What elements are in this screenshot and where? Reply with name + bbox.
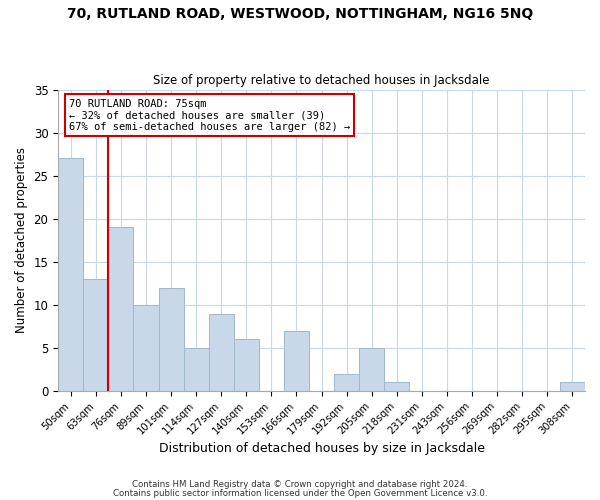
Text: 70, RUTLAND ROAD, WESTWOOD, NOTTINGHAM, NG16 5NQ: 70, RUTLAND ROAD, WESTWOOD, NOTTINGHAM, … xyxy=(67,8,533,22)
Bar xyxy=(133,305,158,391)
Bar xyxy=(184,348,209,391)
Y-axis label: Number of detached properties: Number of detached properties xyxy=(15,148,28,334)
Title: Size of property relative to detached houses in Jacksdale: Size of property relative to detached ho… xyxy=(154,74,490,87)
Text: Contains public sector information licensed under the Open Government Licence v3: Contains public sector information licen… xyxy=(113,489,487,498)
Text: 70 RUTLAND ROAD: 75sqm
← 32% of detached houses are smaller (39)
67% of semi-det: 70 RUTLAND ROAD: 75sqm ← 32% of detached… xyxy=(68,98,350,132)
Bar xyxy=(234,340,259,391)
Bar xyxy=(158,288,184,391)
Bar xyxy=(83,279,109,391)
Bar xyxy=(109,228,133,391)
Bar xyxy=(560,382,585,391)
Text: Contains HM Land Registry data © Crown copyright and database right 2024.: Contains HM Land Registry data © Crown c… xyxy=(132,480,468,489)
X-axis label: Distribution of detached houses by size in Jacksdale: Distribution of detached houses by size … xyxy=(158,442,485,455)
Bar xyxy=(384,382,409,391)
Bar xyxy=(209,314,234,391)
Bar xyxy=(334,374,359,391)
Bar xyxy=(284,331,309,391)
Bar xyxy=(58,158,83,391)
Bar xyxy=(359,348,384,391)
